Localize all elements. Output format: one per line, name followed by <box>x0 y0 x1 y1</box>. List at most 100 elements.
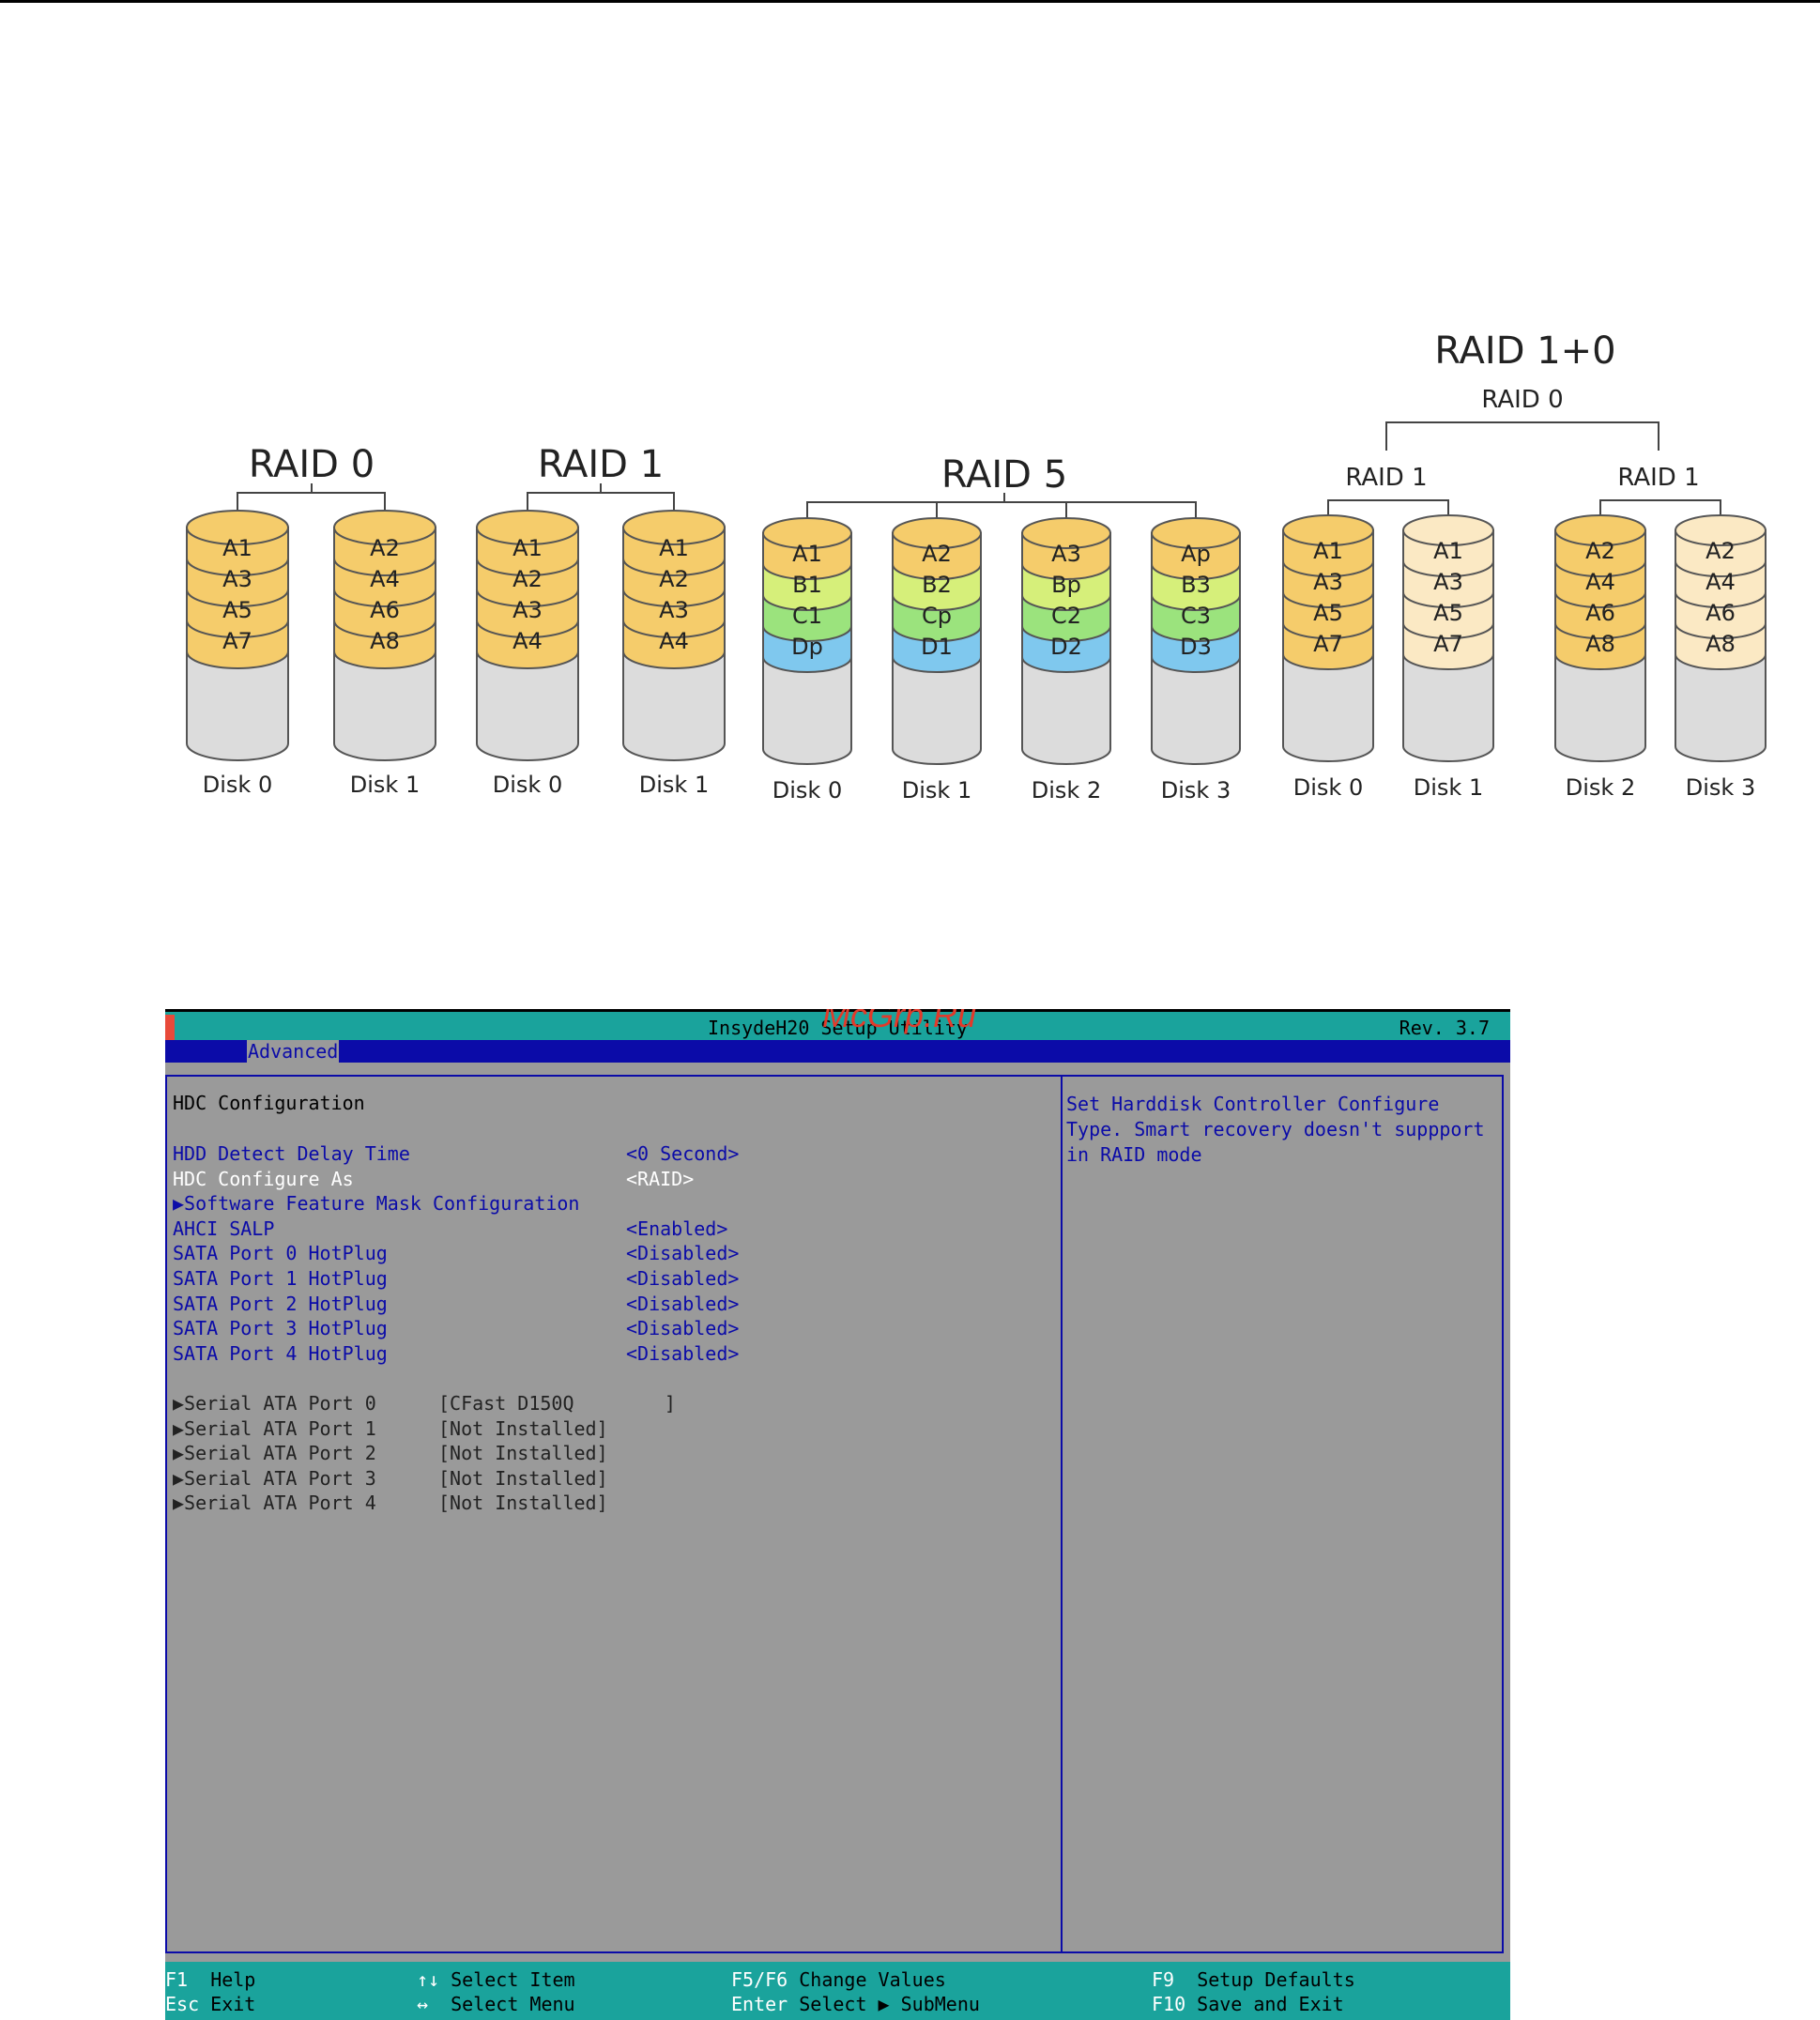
setting-value[interactable]: <Disabled> <box>626 1292 740 1315</box>
setting-label[interactable]: SATA Port 0 HotPlug <box>173 1242 388 1265</box>
block-label: Dp <box>791 634 823 660</box>
block-label: B2 <box>922 572 952 598</box>
block-label: A6 <box>1705 600 1736 626</box>
block-label: A4 <box>1705 569 1736 595</box>
sata-port-device: [CFast D150Q ] <box>438 1392 676 1415</box>
f1-key: F1 <box>165 1968 189 1991</box>
block-label: Bp <box>1051 572 1081 598</box>
sata-port-item[interactable]: ▶Serial ATA Port 3 <box>173 1466 376 1490</box>
leftright-arrow-icon: ↔ <box>417 1993 429 2015</box>
block-label: A1 <box>512 535 543 561</box>
setting-value[interactable]: <Disabled> <box>626 1341 740 1365</box>
block-label: C1 <box>792 603 822 629</box>
block-label: A7 <box>1433 631 1463 657</box>
block-label: A1 <box>659 535 689 561</box>
setting-value[interactable]: <RAID> <box>626 1167 695 1190</box>
bios-setup-screenshot: InsydeH20 Setup Utility Rev. 3.7 McGrp.R… <box>165 1009 1510 2020</box>
setting-label[interactable]: SATA Port 3 HotPlug <box>173 1317 388 1340</box>
raid10-group-label: RAID 1 <box>1345 464 1427 492</box>
block-label: A4 <box>512 628 543 654</box>
esc-desc: Exit <box>210 1993 256 2015</box>
block-label: A8 <box>370 628 400 654</box>
block-label: A3 <box>1051 541 1081 567</box>
setting-label[interactable]: ▶Software Feature Mask Configuration <box>173 1192 580 1216</box>
help-panel <box>1063 1075 1504 1953</box>
disk-top <box>622 510 726 545</box>
block-label: A4 <box>370 566 400 592</box>
disk-label: Disk 0 <box>493 772 562 798</box>
submenu-hint: Enter Select ▶ SubMenu <box>731 1992 980 2016</box>
disk-label: Disk 2 <box>1032 777 1101 803</box>
raid1-group: RAID 1 A1 A2 A3 A4 Disk 0 A1 A2 A3 A4 Disk 1 <box>476 443 726 798</box>
updown-arrow-icon: ↑↓ <box>417 1968 440 1991</box>
block-label: A1 <box>1433 538 1463 564</box>
disk-cylinder: A2 A4 A6 A8 Disk 2 <box>1554 514 1646 801</box>
setting-value[interactable]: <Enabled> <box>626 1217 728 1240</box>
disk-label: Disk 3 <box>1161 777 1231 803</box>
disk-cylinder: A2 B2 Cp D1 Disk 1 <box>892 517 982 803</box>
raid0-group: RAID 0 A1 A3 A5 A7 Disk 0 A2 A4 A6 A8 Disk 1 <box>186 443 436 798</box>
disk-top <box>1282 514 1374 546</box>
block-label: A2 <box>1705 538 1736 564</box>
bios-menu-bar: Advanced <box>165 1040 1510 1063</box>
title-red-marker <box>165 1015 175 1040</box>
f9-key: F9 <box>1152 1968 1175 1991</box>
raid10-title: RAID 1+0 <box>1434 329 1615 373</box>
block-label: A3 <box>659 597 689 623</box>
settings-panel <box>165 1075 1063 1953</box>
save-exit-hint: F10 Save and Exit <box>1152 1992 1344 2016</box>
sata-port-item[interactable]: ▶Serial ATA Port 1 <box>173 1416 376 1440</box>
disk-top <box>1402 514 1494 546</box>
change-values-hint: F5/F6 Change Values <box>731 1967 946 1992</box>
setting-value[interactable]: <Disabled> <box>626 1242 740 1265</box>
setting-label[interactable]: HDD Detect Delay Time <box>173 1142 410 1165</box>
setting-label[interactable]: AHCI SALP <box>173 1217 275 1240</box>
group-bracket <box>527 492 675 512</box>
block-label: Cp <box>922 603 952 629</box>
disk-label: Disk 1 <box>350 772 420 798</box>
block-label: A2 <box>922 541 952 567</box>
block-label: A4 <box>1585 569 1615 595</box>
f1-desc: Help <box>210 1968 256 1991</box>
sata-port-item[interactable]: ▶Serial ATA Port 0 <box>173 1392 376 1415</box>
raid10-subtitle: RAID 0 <box>1481 386 1563 414</box>
block-label: D2 <box>1050 634 1082 660</box>
setting-label[interactable]: HDC Configure As <box>173 1167 354 1190</box>
tab-advanced[interactable]: Advanced <box>247 1040 340 1063</box>
bios-title: InsydeH20 Setup Utility <box>708 1017 968 1039</box>
block-label: C3 <box>1181 603 1211 629</box>
block-label: A1 <box>792 541 822 567</box>
select-menu-hint: ↔ Select Menu <box>417 1992 575 2016</box>
disk-top <box>1151 517 1241 549</box>
sata-port-device: [Not Installed] <box>438 1466 608 1490</box>
block-label: A2 <box>1585 538 1615 564</box>
setting-value[interactable]: <Disabled> <box>626 1317 740 1340</box>
sata-port-item[interactable]: ▶Serial ATA Port 2 <box>173 1442 376 1465</box>
disk-top <box>1554 514 1646 546</box>
raid-levels-diagram: RAID 0 A1 A3 A5 A7 Disk 0 A2 A4 A6 A8 Disk 1 RAID … <box>186 329 1766 803</box>
raid0-title: RAID 0 <box>249 443 375 486</box>
block-label: A8 <box>1585 631 1615 657</box>
disk-label: Disk 0 <box>772 777 842 803</box>
disk-label: Disk 0 <box>203 772 272 798</box>
setting-label[interactable]: SATA Port 4 HotPlug <box>173 1341 388 1365</box>
bios-title-bar: InsydeH20 Setup Utility Rev. 3.7 <box>165 1009 1510 1040</box>
block-label: A5 <box>222 597 252 623</box>
group-bracket <box>806 501 1197 518</box>
block-label: B1 <box>792 572 822 598</box>
setting-value[interactable]: <Disabled> <box>626 1267 740 1290</box>
sata-port-item[interactable]: ▶Serial ATA Port 4 <box>173 1492 376 1515</box>
block-label: A3 <box>1433 569 1463 595</box>
group-bracket <box>1385 421 1659 451</box>
section-title: HDC Configuration <box>173 1092 365 1114</box>
setting-label[interactable]: SATA Port 1 HotPlug <box>173 1267 388 1290</box>
block-label: D1 <box>921 634 953 660</box>
setting-value[interactable]: <0 Second> <box>626 1142 740 1165</box>
sata-port-device: [Not Installed] <box>438 1492 608 1515</box>
setting-label[interactable]: SATA Port 2 HotPlug <box>173 1292 388 1315</box>
page-top-rule <box>0 0 1820 3</box>
help-text: Set Harddisk Controller Configure Type. … <box>1066 1093 1485 1166</box>
enter-key: Enter <box>731 1993 788 2015</box>
block-label: A2 <box>370 535 400 561</box>
block-label: B3 <box>1181 572 1211 598</box>
